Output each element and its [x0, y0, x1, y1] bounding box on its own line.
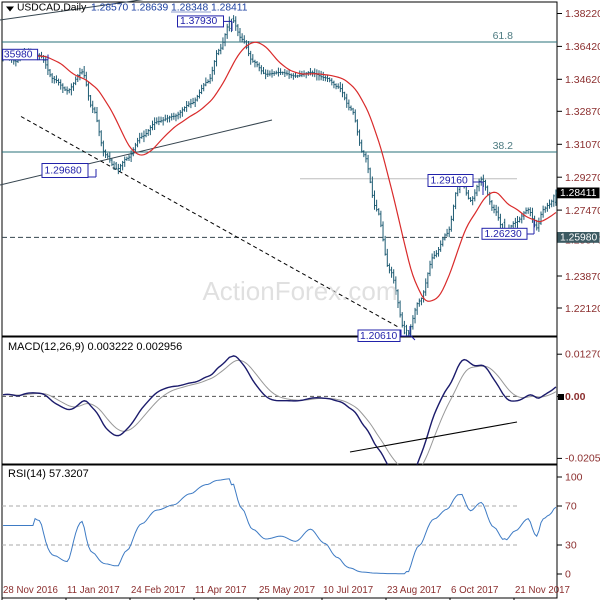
- svg-text:0: 0: [565, 569, 571, 581]
- svg-text:1.28411: 1.28411: [560, 188, 597, 199]
- svg-text:1.37930: 1.37930: [180, 16, 217, 27]
- svg-text:1.32870: 1.32870: [565, 106, 600, 118]
- svg-text:1.29270: 1.29270: [565, 172, 600, 184]
- svg-text:1.26230: 1.26230: [485, 229, 522, 240]
- svg-text:25 May 2017: 25 May 2017: [259, 585, 315, 596]
- svg-text:MACD(12,26,9) 0.003222 0.002: MACD(12,26,9) 0.003222 0.002956: [8, 341, 182, 353]
- svg-text:1.25980: 1.25980: [560, 233, 597, 244]
- svg-text:1.31070: 1.31070: [565, 139, 600, 151]
- svg-text:21 Nov 2017: 21 Nov 2017: [515, 585, 570, 596]
- svg-text:6 Oct 2017: 6 Oct 2017: [451, 585, 498, 596]
- svg-text:1.38220: 1.38220: [565, 8, 600, 20]
- svg-text:11 Apr 2017: 11 Apr 2017: [195, 585, 247, 596]
- svg-text:10 Jul 2017: 10 Jul 2017: [323, 585, 373, 596]
- svg-text:RSI(14) 57.3207: RSI(14) 57.3207: [8, 468, 89, 480]
- svg-text:USDCAD,Daily: USDCAD,Daily: [17, 3, 87, 14]
- svg-text:0.012707: 0.012707: [565, 349, 600, 361]
- svg-text:38.2: 38.2: [493, 140, 514, 152]
- svg-text:1.36420: 1.36420: [565, 41, 600, 53]
- svg-text:23 Aug 2017: 23 Aug 2017: [387, 585, 441, 596]
- svg-text:24 Feb 2017: 24 Feb 2017: [131, 585, 185, 596]
- svg-text:28 Nov 2016: 28 Nov 2016: [3, 585, 58, 596]
- svg-text:1.29160: 1.29160: [431, 176, 468, 187]
- svg-text:.35980: .35980: [1, 50, 33, 61]
- svg-text:11 Jan 2017: 11 Jan 2017: [67, 585, 120, 596]
- svg-text:0.00: 0.00: [565, 391, 586, 403]
- svg-text:1.28639: 1.28639: [131, 3, 168, 14]
- svg-text:1.23870: 1.23870: [565, 271, 600, 283]
- svg-text:1.29680: 1.29680: [45, 166, 82, 177]
- svg-text:100: 100: [565, 472, 583, 484]
- svg-text:-0.020595: -0.020595: [565, 453, 600, 465]
- svg-text:1.28411: 1.28411: [211, 3, 248, 14]
- svg-text:ActionForex.com: ActionForex.com: [202, 276, 397, 306]
- svg-text:1.20610: 1.20610: [360, 331, 397, 342]
- svg-text:1.34620: 1.34620: [565, 74, 600, 86]
- svg-text:61.8: 61.8: [493, 30, 514, 42]
- svg-text:1.22120: 1.22120: [565, 303, 600, 315]
- svg-text:1.27470: 1.27470: [565, 205, 600, 217]
- svg-text:70: 70: [565, 501, 577, 513]
- svg-text:1.28570: 1.28570: [91, 3, 128, 14]
- svg-text:30: 30: [565, 540, 577, 552]
